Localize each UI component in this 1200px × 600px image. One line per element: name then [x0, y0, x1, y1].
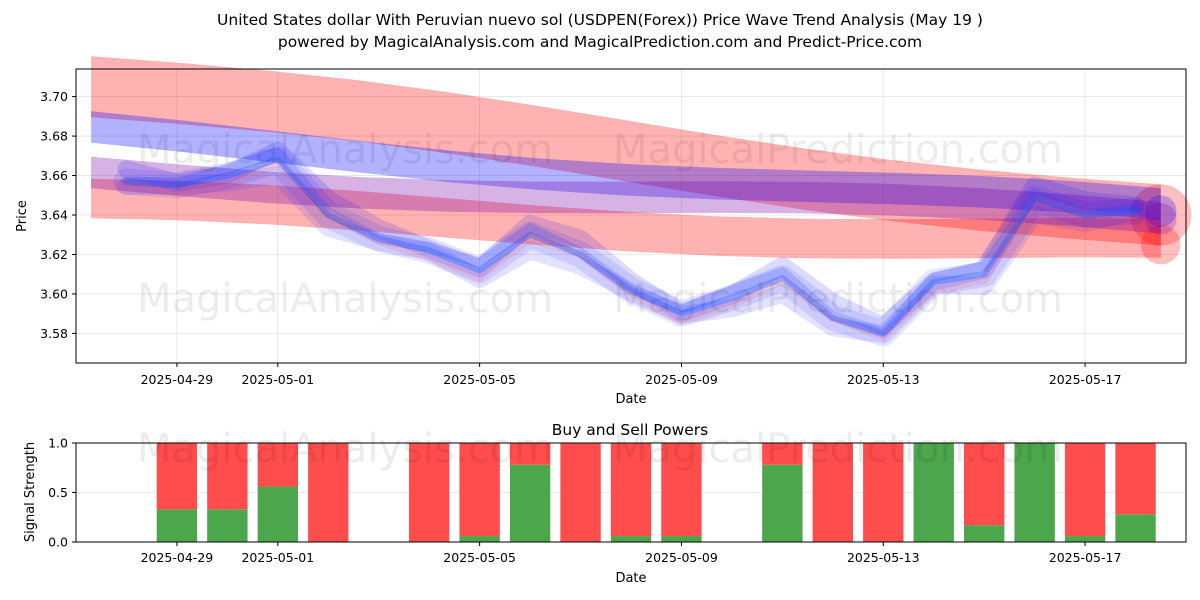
buy-bar-9 — [661, 536, 702, 542]
trend-band-cap-3 — [1144, 203, 1177, 235]
sell-bar-11 — [812, 443, 853, 542]
price-wave-2 — [117, 166, 1145, 344]
buy-bar-1 — [207, 509, 248, 542]
buy-bar-5 — [459, 536, 500, 542]
buy-bar-0 — [156, 509, 198, 542]
signal-x-tick-label-5: 2025-05-17 — [1049, 550, 1122, 565]
signal-x-tick-label-4: 2025-05-13 — [847, 550, 920, 565]
price-y-tick-label-4: 3.66 — [40, 168, 68, 183]
price-x-axis-title: Date — [615, 392, 646, 407]
signal-x-tick-label-2: 2025-05-05 — [443, 550, 516, 565]
signal-y-ticks: 0.0 0.5 1.0 — [48, 436, 76, 550]
sell-bar-14 — [964, 443, 1005, 526]
price-y-tick-label-1: 3.60 — [40, 286, 68, 301]
sell-bar-9 — [661, 443, 702, 537]
buy-bar-14 — [964, 525, 1005, 542]
sell-bar-4 — [409, 443, 450, 542]
buy-bar-8 — [610, 536, 652, 542]
buy-bar-6 — [509, 464, 551, 542]
trend-band-0 — [91, 56, 1161, 246]
signal-x-tick-label-1: 2025-05-01 — [241, 550, 314, 565]
price-watermarks: MagicalAnalysis.com MagicalPrediction.co… — [137, 127, 1063, 322]
price-y-tick-label-3: 3.64 — [40, 208, 68, 223]
watermark-bottom-left: MagicalAnalysis.com — [137, 426, 553, 472]
signal-chart: Buy and Sell Powers MagicalAnalysis.com … — [23, 421, 1187, 586]
buy-bar-17 — [1115, 514, 1156, 542]
signal-bars — [156, 443, 1156, 542]
sell-bar-0 — [156, 443, 198, 510]
buy-bar-2 — [257, 486, 298, 542]
price-x-tick-label-5: 2025-05-17 — [1049, 372, 1122, 387]
price-wave-5 — [123, 156, 1139, 337]
watermark-top-left-1: MagicalAnalysis.com — [137, 127, 553, 173]
sell-bar-17 — [1115, 443, 1156, 515]
watermark-bottom-right: MagicalPrediction.com — [613, 426, 1063, 472]
sell-bar-12 — [863, 443, 904, 542]
watermark-top-right-2: MagicalPrediction.com — [613, 276, 1063, 322]
trend-band-1 — [91, 178, 1161, 259]
sell-bar-3 — [308, 443, 349, 542]
trend-bands — [91, 56, 1192, 265]
signal-y-tick-label-0: 0.0 — [48, 535, 68, 550]
price-wave-0 — [113, 146, 1149, 347]
trend-band-cap-2 — [1144, 195, 1177, 227]
price-y-tick-label-5: 3.68 — [40, 129, 68, 144]
chart-title-line1: United States dollar With Peruvian nuevo… — [217, 11, 983, 29]
price-chart: MagicalAnalysis.com MagicalPrediction.co… — [15, 56, 1192, 407]
sell-bar-6 — [509, 443, 551, 465]
price-x-tick-label-0: 2025-04-29 — [141, 372, 214, 387]
sell-bar-1 — [207, 443, 248, 510]
sell-bar-10 — [762, 443, 803, 465]
price-x-tick-label-4: 2025-05-13 — [847, 372, 920, 387]
signal-chart-title: Buy and Sell Powers — [552, 421, 709, 439]
buy-bar-16 — [1064, 536, 1106, 542]
signal-y-tick-label-2: 1.0 — [48, 436, 68, 451]
signal-x-ticks: 2025-04-29 2025-05-01 2025-05-05 2025-05-09… — [141, 542, 1122, 565]
signal-y-axis-title: Signal Strength — [23, 442, 38, 542]
price-grid — [76, 69, 1186, 363]
watermark-top-right-1: MagicalPrediction.com — [613, 127, 1063, 173]
price-wave-4 — [122, 159, 1140, 342]
chart-title-line2: powered by MagicalAnalysis.com and Magic… — [278, 33, 922, 51]
price-plot-frame — [75, 68, 1187, 364]
signal-x-axis-title: Date — [615, 571, 646, 586]
price-y-axis-title: Price — [15, 200, 30, 232]
trend-band-3 — [91, 156, 1161, 234]
price-wave-1 — [117, 141, 1145, 336]
price-y-tick-label-6: 3.70 — [40, 89, 68, 104]
buy-bar-10 — [762, 464, 803, 542]
price-x-tick-label-2: 2025-05-05 — [443, 372, 516, 387]
buy-bar-13 — [913, 443, 954, 542]
price-wave-3 — [121, 147, 1141, 338]
watermark-top-left-2: MagicalAnalysis.com — [137, 276, 553, 322]
signal-watermarks: MagicalAnalysis.com MagicalPrediction.co… — [137, 426, 1063, 472]
price-x-tick-label-3: 2025-05-09 — [645, 372, 718, 387]
price-x-tick-label-1: 2025-05-01 — [241, 372, 314, 387]
sell-bar-5 — [459, 443, 500, 537]
signal-x-tick-label-3: 2025-05-09 — [645, 550, 718, 565]
price-y-tick-label-2: 3.62 — [40, 247, 68, 262]
price-y-tick-label-0: 3.58 — [40, 326, 68, 341]
buy-bar-15 — [1014, 443, 1055, 542]
price-y-ticks: 3.58 3.60 3.62 3.64 3.66 3.68 3.70 — [40, 89, 76, 341]
price-waves — [113, 141, 1149, 347]
price-x-ticks: 2025-04-29 2025-05-01 2025-05-05 2025-05-09… — [141, 363, 1122, 387]
trend-band-2 — [91, 111, 1161, 220]
trend-band-cap-0 — [1130, 184, 1192, 246]
sell-bar-16 — [1064, 443, 1106, 537]
sell-bar-2 — [257, 443, 298, 487]
trend-band-cap-1 — [1141, 224, 1181, 265]
signal-x-tick-label-0: 2025-04-29 — [141, 550, 214, 565]
sell-bar-8 — [610, 443, 652, 537]
sell-bar-7 — [560, 443, 601, 542]
signal-y-tick-label-1: 0.5 — [48, 485, 68, 500]
